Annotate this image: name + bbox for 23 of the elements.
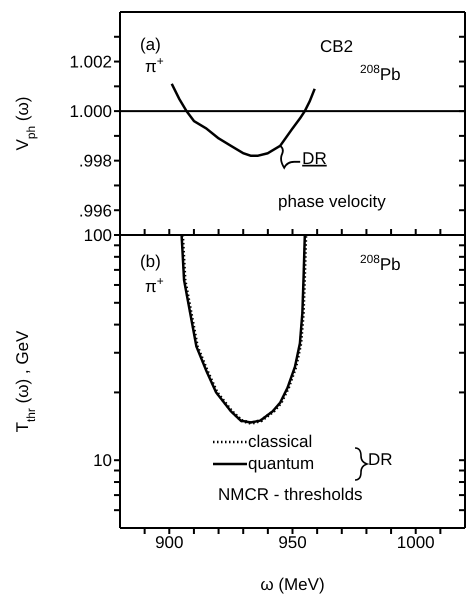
y-tick-label: 100 [84,226,112,246]
y-tick-label: 1.000 [69,102,112,122]
annotation: π$^{+}$ [145,274,164,296]
legend-label: quantum [248,453,314,475]
annotation: (a) [140,35,161,54]
x-tick-label: 900 [155,533,184,552]
x-tick-label: 1000 [396,533,435,552]
legend-label: classical [248,431,312,453]
annotation: $^{208}$Pb [360,252,401,274]
annotation: $^{208}$Pb [360,62,401,84]
annotation: (b) [140,252,161,271]
annotation: NMCR - thresholds [218,485,363,504]
annotation: π$^{+}$ [145,54,164,76]
annotation: CB2 [320,37,354,56]
x-tick-label: 950 [278,533,307,552]
annotation: DR [302,148,327,168]
y-tick-label: 10 [93,451,112,470]
y-tick-label: .996 [78,201,112,220]
y-tick-label: .998 [78,152,112,171]
x-axis-title: ω (MeV) [260,575,325,594]
annotation: phase velocity [278,192,386,211]
y-tick-label: 1.002 [69,52,112,72]
annotation: DR [368,450,393,469]
